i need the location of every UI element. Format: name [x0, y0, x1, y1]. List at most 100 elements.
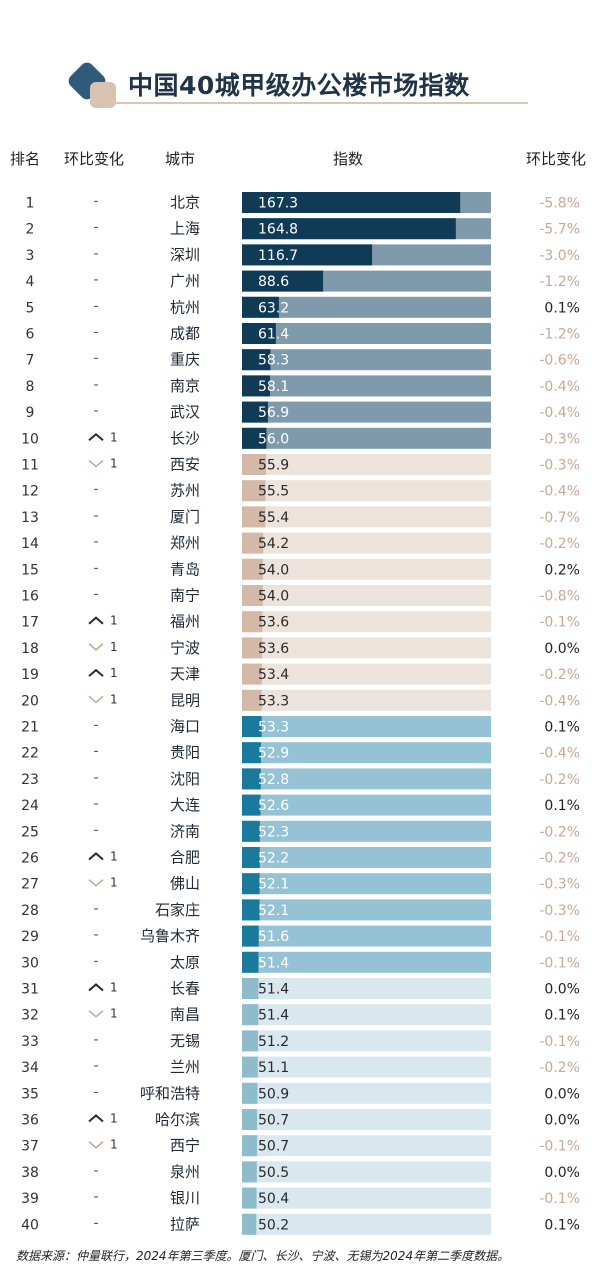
rank-label: 28 — [21, 903, 39, 919]
rank-label: 3 — [26, 248, 35, 264]
rank-change-none: - — [93, 351, 98, 367]
rank-change-none: - — [93, 1058, 98, 1074]
value-label: 52.3 — [258, 824, 289, 840]
city-label: 呼和浩特 — [140, 1084, 200, 1102]
bar-track — [242, 794, 491, 816]
value-label: 55.4 — [258, 510, 289, 526]
rank-down-icon — [88, 879, 104, 887]
value-label: 53.6 — [258, 641, 289, 657]
rank-change-none: - — [93, 1032, 98, 1048]
rank-change-none: - — [93, 534, 98, 550]
rank-label: 36 — [21, 1113, 39, 1129]
rank-down-icon — [88, 1141, 104, 1149]
bar-track — [242, 1187, 491, 1209]
bar-value — [242, 873, 260, 895]
city-label: 乌鲁木齐 — [140, 927, 200, 945]
rank-change-amount: 1 — [110, 981, 118, 995]
qoq-label: -5.8% — [539, 196, 580, 212]
rank-change-none: - — [93, 718, 98, 734]
city-label: 贵阳 — [170, 744, 200, 762]
bar-track — [242, 637, 491, 659]
rank-label: 1 — [26, 196, 35, 212]
header-rank: 排名 — [10, 150, 41, 168]
bar-value — [242, 1187, 257, 1209]
city-label: 太原 — [170, 953, 200, 971]
rank-label: 31 — [21, 982, 39, 998]
bar-track — [242, 532, 491, 554]
city-label: 西安 — [170, 456, 200, 474]
rank-label: 39 — [21, 1191, 39, 1207]
bar-value — [242, 925, 259, 947]
bar-value — [242, 716, 262, 737]
rank-up-icon — [88, 616, 104, 625]
qoq-label: -0.4% — [539, 405, 580, 421]
rank-change-none: - — [93, 587, 98, 603]
value-label: 53.3 — [258, 693, 289, 709]
value-label: 51.4 — [258, 982, 289, 998]
rank-change-amount: 1 — [110, 1007, 118, 1021]
rank-label: 5 — [26, 300, 35, 316]
rank-change-none: - — [93, 1189, 98, 1205]
value-label: 53.6 — [258, 615, 289, 631]
qoq-label: -3.0% — [539, 248, 580, 264]
city-label: 兰州 — [170, 1058, 200, 1076]
bar-track — [242, 611, 491, 633]
qoq-label: -0.8% — [539, 589, 580, 605]
rank-label: 13 — [21, 510, 39, 526]
rank-change-amount: 1 — [110, 1138, 118, 1152]
city-label: 泉州 — [170, 1163, 200, 1181]
rank-label: 7 — [26, 353, 35, 369]
value-label: 52.2 — [258, 851, 289, 867]
qoq-label: -0.4% — [539, 379, 580, 395]
city-label: 福州 — [170, 613, 200, 631]
rank-down-icon — [88, 1010, 104, 1018]
city-label: 西宁 — [170, 1137, 200, 1155]
bar-value — [242, 951, 259, 973]
qoq-label: 0.1% — [544, 720, 580, 736]
rank-label: 27 — [21, 877, 39, 893]
bar-value — [242, 1135, 258, 1157]
bar-value — [242, 244, 373, 266]
bar-track — [242, 296, 491, 318]
city-label: 合肥 — [170, 849, 200, 867]
rank-change-none: - — [93, 508, 98, 524]
qoq-label: 0.0% — [544, 982, 580, 998]
value-label: 61.4 — [258, 327, 289, 343]
rank-label: 6 — [26, 327, 35, 343]
value-label: 50.7 — [258, 1139, 289, 1155]
rank-label: 9 — [26, 405, 35, 421]
rank-change-amount: 1 — [110, 640, 118, 654]
bar-value — [242, 1213, 257, 1235]
bar-value — [242, 742, 261, 764]
qoq-label: -0.1% — [539, 955, 580, 971]
bar-track — [242, 323, 491, 344]
bar-value — [242, 506, 266, 528]
value-label: 56.0 — [258, 431, 289, 447]
city-label: 杭州 — [170, 298, 200, 316]
bar-value — [242, 663, 262, 685]
value-label: 52.6 — [258, 798, 289, 814]
qoq-label: -0.2% — [539, 667, 580, 683]
bar-value — [242, 1056, 258, 1078]
city-label: 郑州 — [170, 534, 200, 552]
qoq-label: -0.1% — [539, 1191, 580, 1207]
value-label: 58.1 — [258, 379, 289, 395]
header-index: 指数 — [333, 150, 364, 168]
city-label: 昆明 — [170, 691, 200, 709]
city-label: 上海 — [170, 220, 200, 238]
rank-label: 8 — [26, 379, 35, 395]
bar-value — [242, 296, 279, 318]
bar-track — [242, 820, 491, 842]
city-label: 拉萨 — [170, 1215, 200, 1233]
rank-label: 23 — [21, 772, 39, 788]
qoq-label: -0.1% — [539, 615, 580, 631]
qoq-label: -1.2% — [539, 327, 580, 343]
rank-change-amount: 1 — [110, 850, 118, 864]
qoq-label: -0.2% — [539, 536, 580, 552]
bar-value — [242, 1082, 258, 1104]
qoq-label: -0.7% — [539, 510, 580, 526]
bar-track — [242, 558, 491, 580]
rank-change-none: - — [93, 1084, 98, 1100]
rank-label: 18 — [21, 641, 39, 657]
